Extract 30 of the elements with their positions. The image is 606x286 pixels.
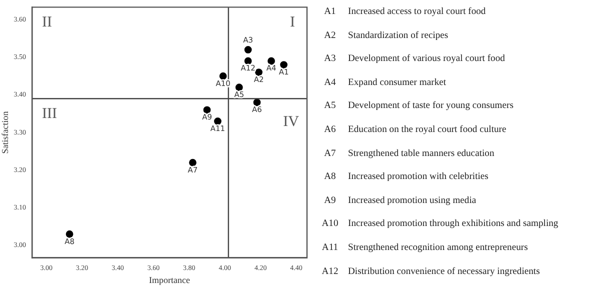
point xyxy=(235,84,243,92)
text: A9 Increased promotion using media xyxy=(324,194,476,206)
annotation: II xyxy=(42,14,52,31)
annotation: I xyxy=(290,14,295,31)
text: A12 Distribution convenience of necessary ingredients xyxy=(320,264,540,279)
annotation: IV xyxy=(283,114,300,130)
text: A3 Development of various royal court food xyxy=(324,53,505,64)
point xyxy=(66,230,74,238)
text: A6 Education on the royal court food culture xyxy=(324,124,506,135)
point xyxy=(219,72,227,80)
text: A7 Strengthened table manners education xyxy=(324,148,494,159)
text: A8 Increased promotion with celebrities xyxy=(324,171,488,182)
point xyxy=(255,68,262,76)
text: A4 Expand consumer market xyxy=(324,76,446,88)
x-axis-title: Importance xyxy=(149,274,190,285)
point xyxy=(214,118,222,125)
text: A10 Increased promotion through exhibitions and sampling xyxy=(320,217,558,232)
point xyxy=(280,61,288,68)
point xyxy=(268,57,275,65)
text: A11 Strengthened recognition among entrepreneurs xyxy=(320,240,528,255)
text: A1 Increased access to royal court food xyxy=(324,6,486,17)
text: A5 Development of taste for young consumers xyxy=(324,100,514,112)
point xyxy=(203,106,211,114)
annotation: III xyxy=(42,106,58,122)
point xyxy=(244,46,252,54)
point xyxy=(244,57,252,65)
text: A2 Standardization of recipes xyxy=(324,30,448,41)
point xyxy=(189,158,196,166)
y-axis-title: Satisfaction xyxy=(0,110,10,154)
point xyxy=(253,98,261,106)
